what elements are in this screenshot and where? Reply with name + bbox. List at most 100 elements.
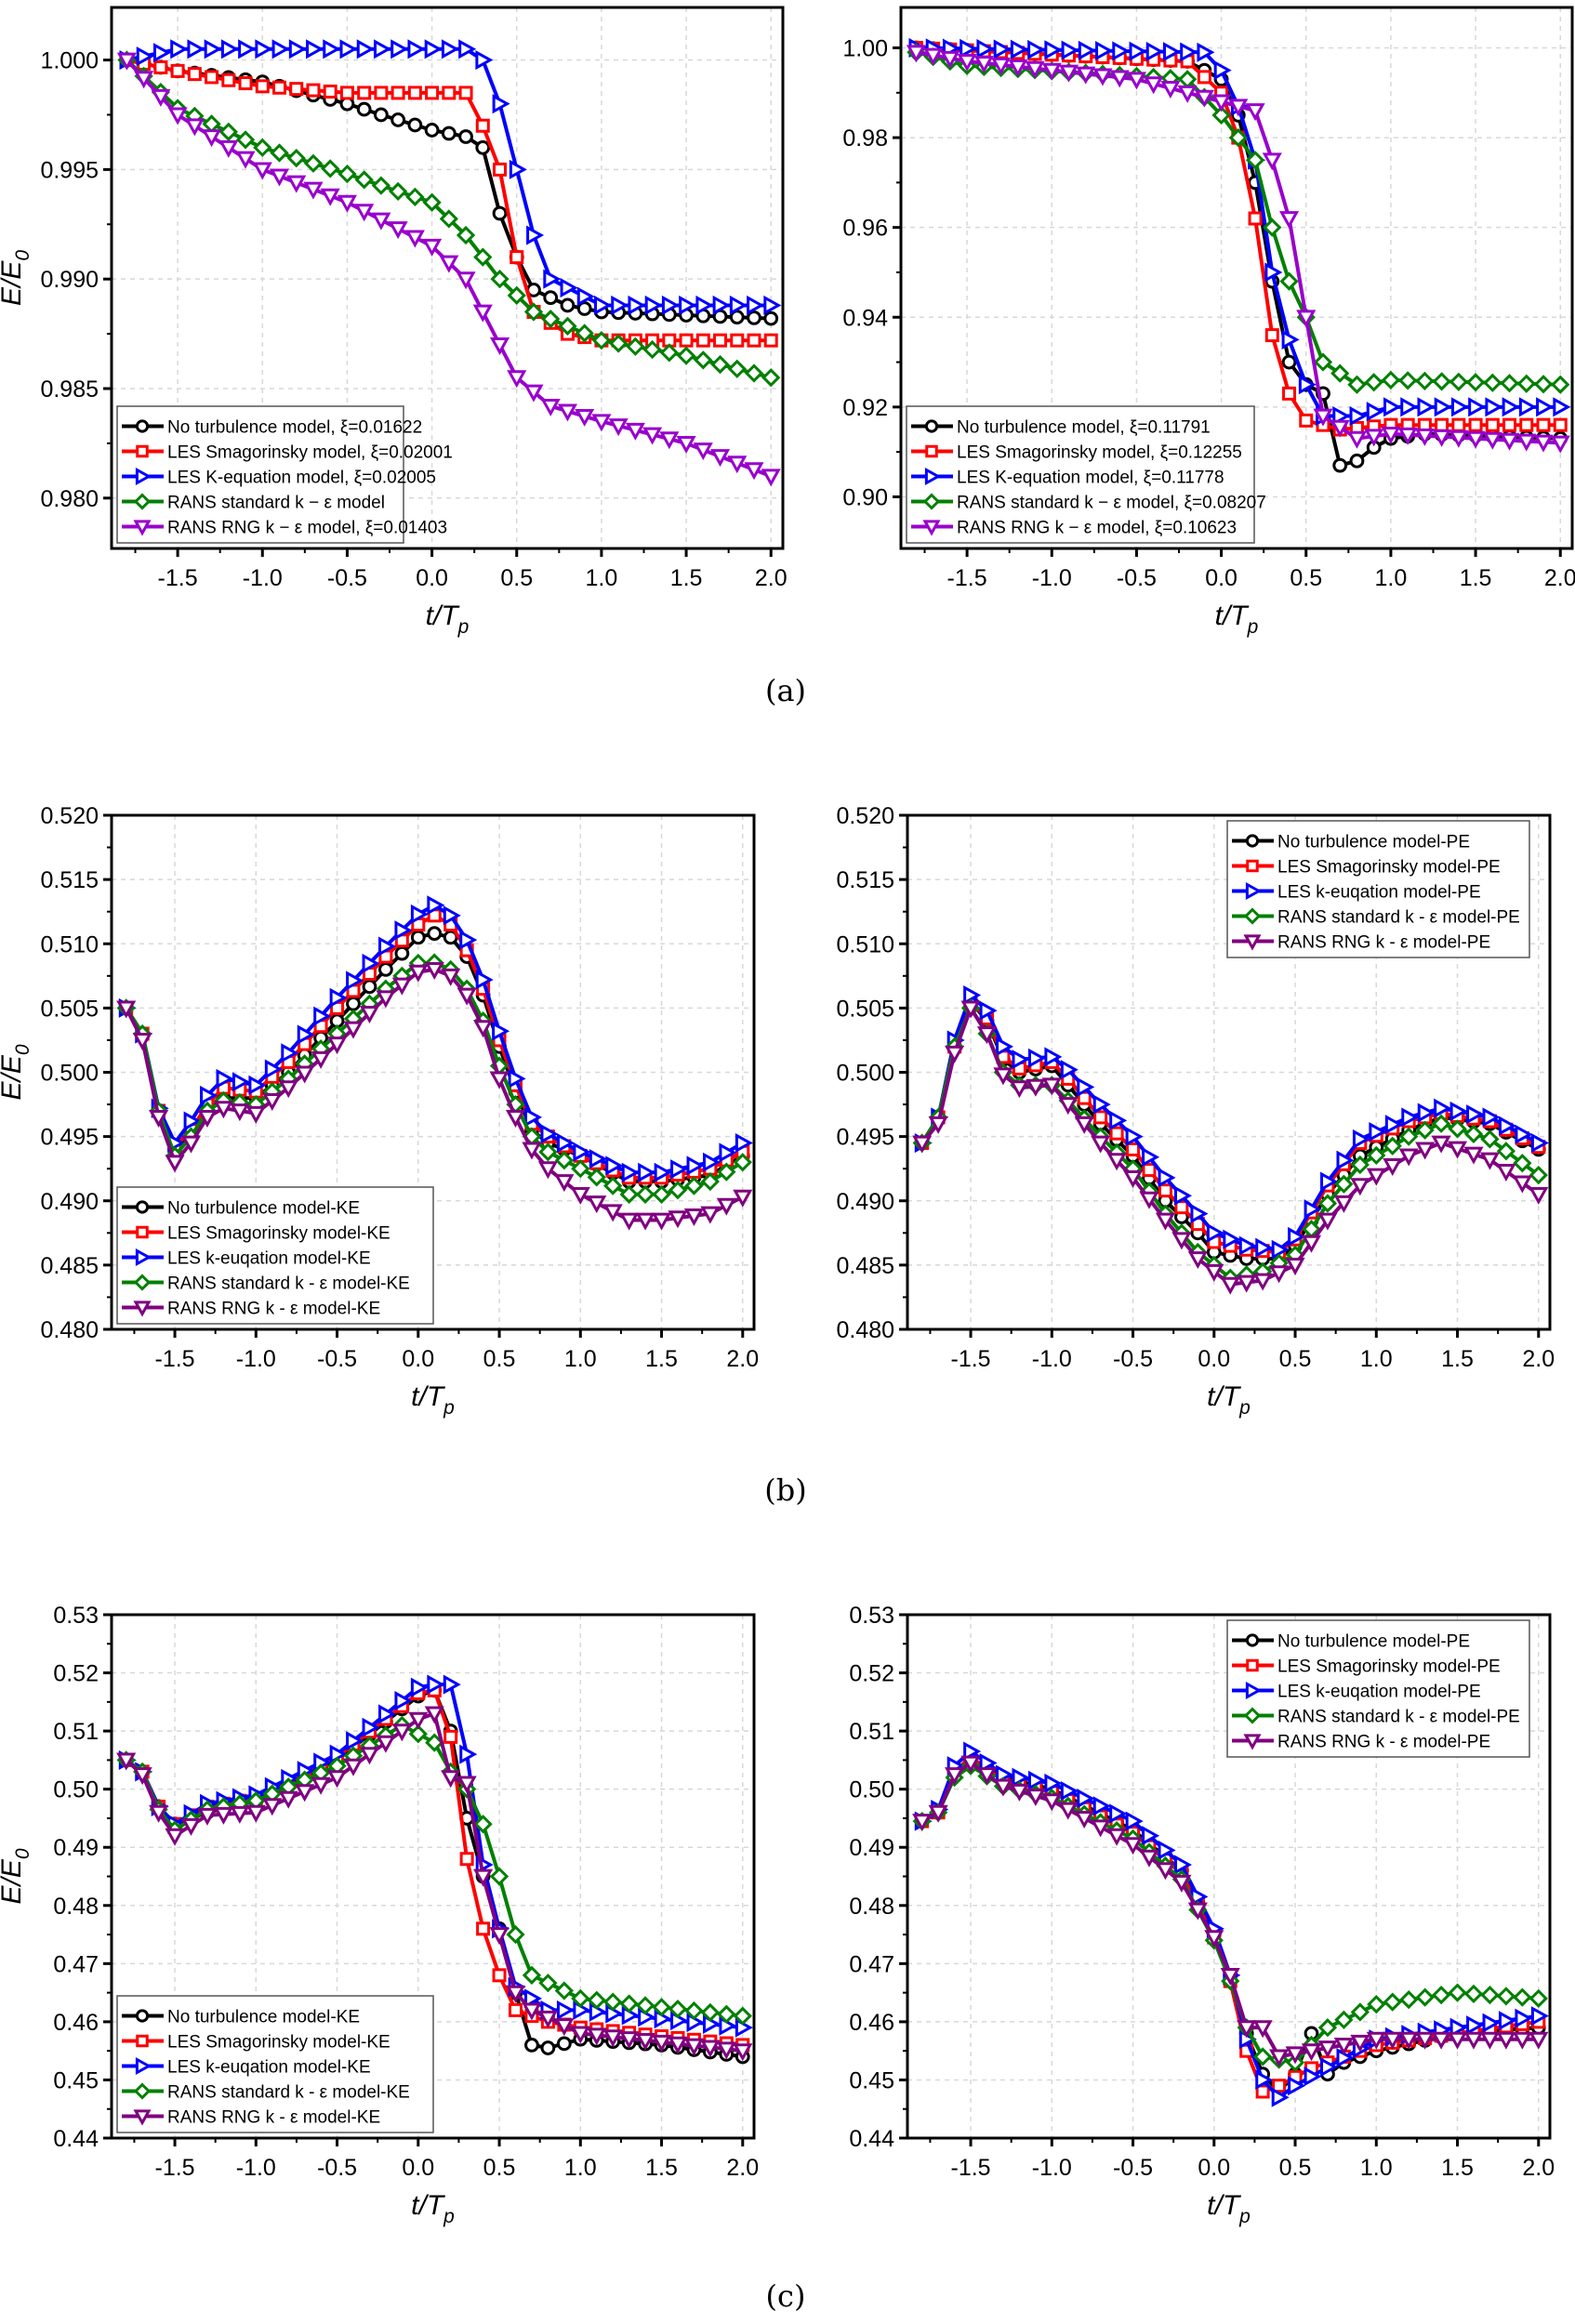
data-point <box>1516 433 1537 452</box>
data-point <box>424 123 440 138</box>
x-tick-label: -1.5 <box>947 565 987 591</box>
data-point <box>1109 1126 1124 1141</box>
data-point <box>710 354 730 375</box>
data-point <box>963 1741 982 1762</box>
legend-label: LES k-euqation model-PE <box>1277 883 1481 903</box>
x-tick-label: 2.0 <box>726 2155 759 2181</box>
data-point <box>976 1767 998 1786</box>
data-point <box>297 1024 315 1045</box>
data-point <box>642 339 662 360</box>
data-point <box>165 1155 185 1173</box>
x-axis-title: t/Tp <box>411 1381 455 1419</box>
x-tick-label: 0.0 <box>402 1346 434 1372</box>
data-point <box>427 1674 445 1695</box>
data-point <box>457 987 477 1006</box>
data-point <box>1279 271 1299 291</box>
data-point <box>1417 397 1436 417</box>
data-point <box>1238 1235 1257 1256</box>
data-point <box>1448 1119 1467 1139</box>
data-point <box>339 39 358 59</box>
x-tick-label: 2.0 <box>755 565 788 591</box>
data-point <box>230 1805 250 1824</box>
y-tick-label: 0.96 <box>842 216 888 242</box>
x-tick-label: 0.5 <box>483 1346 516 1372</box>
x-tick-label: 2.0 <box>1522 2155 1555 2181</box>
data-point <box>493 162 508 177</box>
data-point <box>554 1151 574 1170</box>
data-point <box>262 1798 283 1816</box>
caption-c: (c) <box>766 2278 806 2314</box>
x-tick-label: 0.5 <box>1279 2155 1312 2181</box>
data-point <box>1255 1237 1274 1258</box>
data-point <box>1350 2034 1370 2053</box>
data-point <box>644 295 663 316</box>
data-point <box>391 1723 412 1742</box>
data-point <box>1496 1142 1516 1161</box>
legend-label: RANS standard k - ε model-PE <box>1277 908 1520 928</box>
data-point <box>407 86 422 100</box>
data-point <box>628 295 646 316</box>
x-tick-label: -1.5 <box>951 2155 991 2181</box>
data-point <box>1092 1094 1111 1115</box>
data-point <box>507 370 527 389</box>
data-point <box>1515 1124 1533 1144</box>
data-point <box>1109 1110 1128 1130</box>
data-point <box>1398 371 1418 390</box>
data-point <box>197 1807 218 1826</box>
data-point <box>245 1804 266 1823</box>
data-point <box>134 71 154 89</box>
data-point <box>576 301 592 316</box>
data-point <box>1077 1789 1095 1809</box>
data-point <box>1125 1811 1144 1831</box>
data-point <box>979 1752 998 1774</box>
legend-marker <box>133 2082 152 2100</box>
legend-marker <box>924 467 942 486</box>
data-point <box>1106 1828 1127 1846</box>
data-point <box>441 968 461 986</box>
data-point <box>642 427 663 445</box>
data-point <box>475 970 494 990</box>
data-point <box>149 1804 169 1823</box>
data-point <box>337 194 357 213</box>
legend-marker <box>135 2009 150 2023</box>
data-point <box>1142 1147 1160 1168</box>
data-point <box>523 302 544 322</box>
data-point <box>1398 1148 1419 1167</box>
legend-label: LES K-equation model, ξ=0.11778 <box>957 469 1224 488</box>
y-tick-label: 0.510 <box>40 931 99 957</box>
legend-label: RANS RNG k - ε model-PE <box>1277 933 1490 953</box>
data-point <box>441 125 457 141</box>
y-tick-label: 0.490 <box>40 1189 99 1215</box>
data-point <box>205 70 219 85</box>
data-point <box>1350 1155 1370 1175</box>
data-point <box>727 359 747 378</box>
data-point <box>556 2036 572 2052</box>
data-point <box>945 1767 965 1786</box>
data-point <box>1204 1263 1224 1282</box>
data-point <box>1447 2031 1468 2050</box>
x-tick-label: 1.5 <box>670 565 703 591</box>
data-point <box>1078 40 1096 60</box>
data-point <box>554 1174 575 1193</box>
data-point <box>1465 430 1486 449</box>
series-3 <box>907 43 1570 394</box>
data-point <box>1530 1132 1549 1154</box>
data-point <box>492 1968 507 1983</box>
data-point <box>272 80 286 95</box>
data-point <box>136 46 154 67</box>
data-point <box>407 117 423 133</box>
legend-label: RANS RNG k - ε model-KE <box>167 2108 380 2128</box>
data-point <box>543 269 562 289</box>
data-point <box>311 1776 331 1795</box>
data-point <box>960 1755 981 1774</box>
data-point <box>255 39 273 59</box>
data-point <box>1093 1110 1108 1125</box>
data-point <box>408 1724 428 1744</box>
data-point <box>356 39 375 59</box>
data-point <box>1177 85 1198 103</box>
y-tick-label: 0.92 <box>842 395 888 421</box>
y-tick-label: 0.515 <box>836 867 894 893</box>
data-point <box>1044 1773 1063 1793</box>
legend: No turbulence model-PE LES Smagorinsky mo… <box>1226 820 1530 958</box>
x-tick-label: 0.0 <box>1198 2155 1230 2181</box>
